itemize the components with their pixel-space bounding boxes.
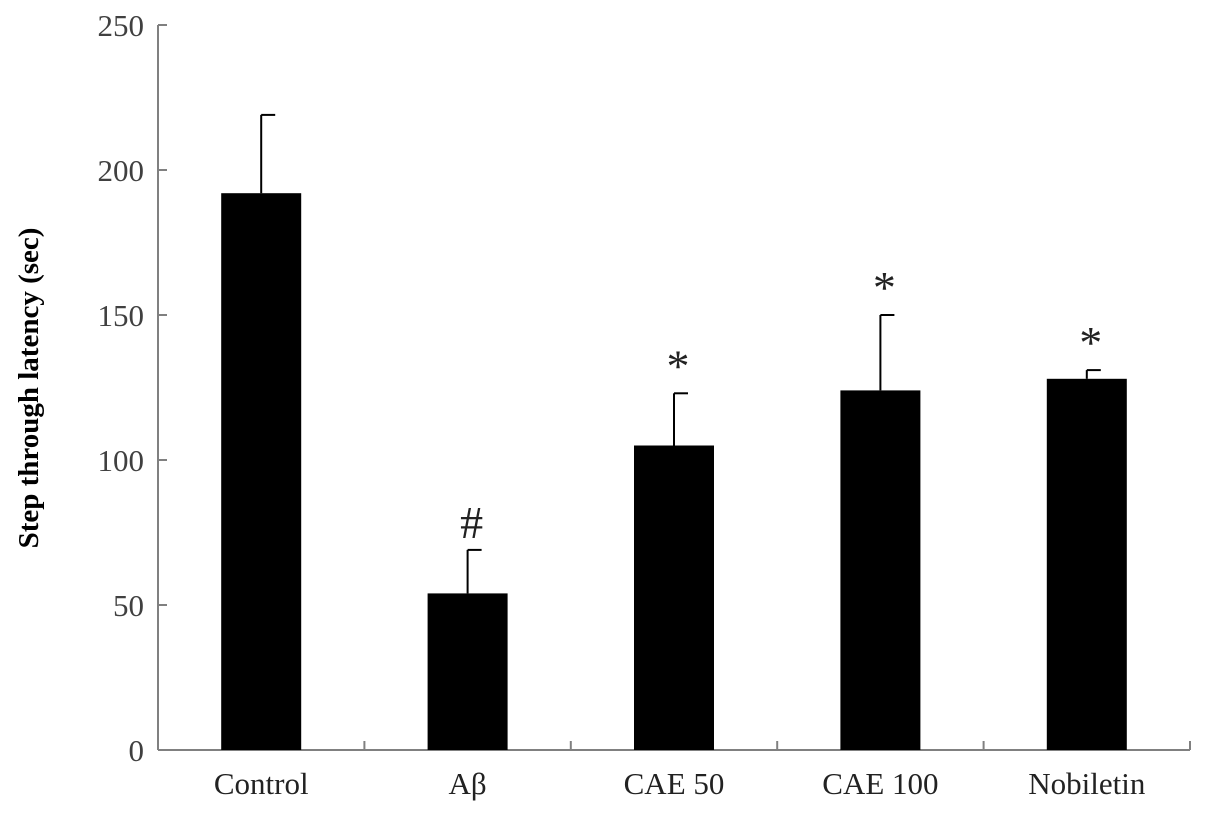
bar — [427, 593, 508, 750]
x-tick-label: CAE 100 — [822, 766, 938, 801]
y-tick-label: 0 — [129, 733, 145, 768]
bars: # * * * — [221, 113, 1127, 750]
x-tick-label: CAE 50 — [624, 766, 725, 801]
bar — [840, 390, 921, 750]
y-axis-label: Step through latency (sec) — [13, 228, 45, 549]
bar — [634, 445, 714, 750]
significance-marker: * — [873, 262, 896, 313]
y-tick-label: 100 — [98, 443, 145, 478]
significance-marker: * — [1079, 317, 1102, 368]
y-tick-label: 150 — [98, 298, 145, 333]
y-tick-label: 200 — [98, 153, 145, 188]
bar — [1046, 378, 1127, 750]
y-tick-label: 250 — [98, 8, 145, 43]
significance-marker: * — [667, 340, 690, 391]
y-tick-label: 50 — [113, 588, 144, 623]
x-axis: Control Aβ CAE 50 CAE 100 Nobiletin — [158, 741, 1191, 801]
x-tick-label: Nobiletin — [1028, 766, 1146, 801]
x-tick-label: Control — [214, 766, 309, 801]
x-tick-label: Aβ — [449, 766, 487, 801]
significance-marker: # — [460, 497, 483, 548]
y-axis: 0 50 100 150 200 250 — [98, 8, 167, 768]
bar — [221, 193, 302, 750]
